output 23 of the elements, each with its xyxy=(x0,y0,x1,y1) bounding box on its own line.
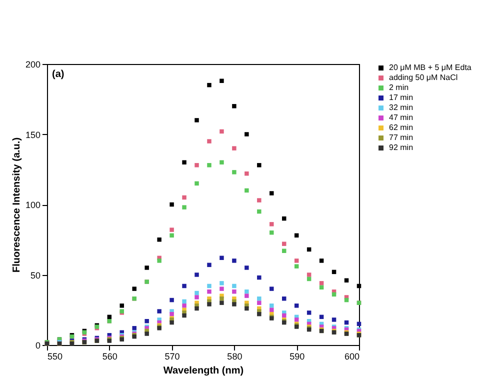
x-axis-title: Wavelength (nm) xyxy=(163,366,244,376)
legend-label: 62 min xyxy=(389,123,414,132)
x-tick-label: 570 xyxy=(164,352,180,362)
legend-label: 32 min xyxy=(389,103,414,112)
y-tick-label: 0 xyxy=(35,340,40,350)
legend-label: 47 min xyxy=(389,113,414,122)
legend-label: 2 min xyxy=(389,83,409,92)
x-tick-label: 580 xyxy=(227,352,242,362)
legend-label: adding 50 μM NaCl xyxy=(389,73,458,82)
x-tick-label: 590 xyxy=(290,352,305,362)
y-axis-title: Fluorescence Intensity (a.u.) xyxy=(11,137,22,273)
y-tick-label: 150 xyxy=(25,130,40,140)
y-tick-label: 200 xyxy=(25,60,40,70)
legend-label: 17 min xyxy=(389,93,414,102)
legend-label: 92 min xyxy=(389,143,414,152)
x-tick-label: 550 xyxy=(48,352,63,362)
x-tick-label: 560 xyxy=(102,352,118,362)
legend-label: 20 μM MB + 5 μM Edta xyxy=(389,63,472,72)
y-tick-label: 50 xyxy=(30,270,40,280)
legend-label: 77 min xyxy=(389,133,414,142)
y-tick-label: 100 xyxy=(25,200,40,210)
x-tick-label: 600 xyxy=(344,352,360,362)
annotation: (a) xyxy=(52,69,64,80)
